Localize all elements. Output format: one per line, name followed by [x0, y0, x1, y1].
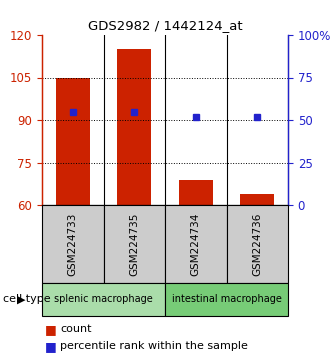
Text: ■: ■	[45, 323, 57, 336]
Text: count: count	[60, 324, 92, 334]
Text: intestinal macrophage: intestinal macrophage	[172, 295, 281, 304]
Text: ■: ■	[45, 340, 57, 353]
Text: GSM224734: GSM224734	[191, 212, 201, 276]
Bar	[165, 205, 226, 283]
Bar	[226, 205, 288, 283]
Bar	[240, 194, 274, 205]
Bar	[165, 283, 288, 316]
Text: GSM224736: GSM224736	[252, 212, 262, 276]
Bar	[42, 205, 104, 283]
Text: percentile rank within the sample: percentile rank within the sample	[60, 341, 248, 352]
Bar	[117, 49, 151, 205]
Bar	[179, 179, 213, 205]
Bar	[56, 78, 90, 205]
Bar	[104, 205, 165, 283]
Text: GSM224735: GSM224735	[129, 212, 139, 276]
Text: ▶: ▶	[17, 295, 26, 304]
Text: GSM224733: GSM224733	[68, 212, 78, 276]
Text: splenic macrophage: splenic macrophage	[54, 295, 153, 304]
Title: GDS2982 / 1442124_at: GDS2982 / 1442124_at	[88, 19, 242, 33]
Text: cell type: cell type	[3, 295, 51, 304]
Bar	[42, 283, 165, 316]
